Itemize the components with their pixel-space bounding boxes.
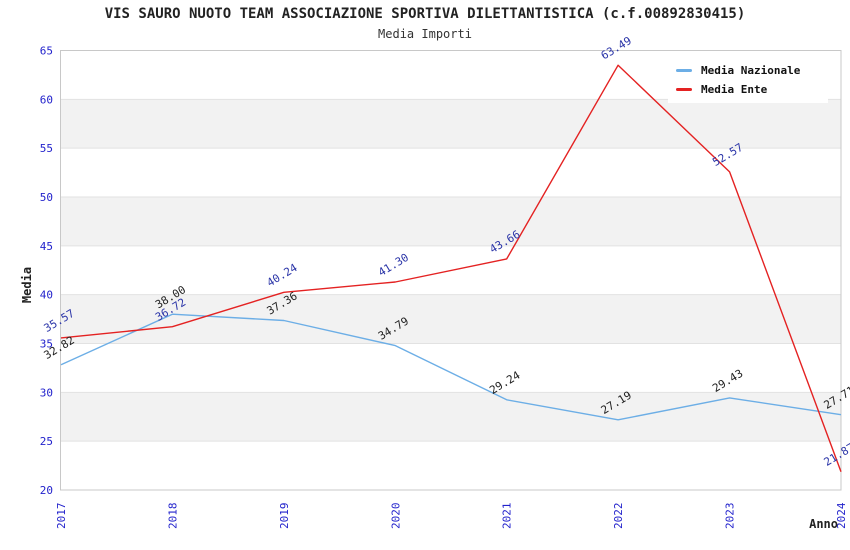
point-label: 41.30 (376, 251, 411, 279)
y-tick-label: 45 (40, 240, 53, 253)
band (60, 197, 841, 246)
y-tick-label: 65 (40, 45, 53, 58)
chart-title: VIS SAURO NUOTO TEAM ASSOCIAZIONE SPORTI… (104, 6, 746, 22)
y-tick-label: 40 (40, 289, 53, 302)
x-tick-label: 2023 (724, 503, 737, 530)
point-label: 63.49 (599, 34, 634, 62)
series-line-media-nazionale (60, 313, 842, 421)
band (60, 392, 841, 442)
y-tick-label: 25 (40, 435, 53, 448)
x-tick-label: 2017 (55, 503, 68, 530)
legend-line-icon (676, 69, 692, 72)
legend: Media Nazionale Media Ente (668, 57, 828, 103)
x-axis-label: Anno (809, 517, 838, 531)
y-tick-label: 35 (40, 338, 53, 351)
y-tick-label: 20 (40, 484, 53, 497)
legend-item-media-ente: Media Ente (676, 80, 822, 99)
legend-line-icon (676, 88, 692, 91)
y-tick-label: 30 (40, 386, 53, 399)
band (60, 99, 841, 149)
x-tick-label: 2022 (612, 503, 625, 530)
y-tick-label: 50 (40, 191, 53, 204)
chart-subtitle: Media Importi (378, 27, 472, 41)
plot-border (60, 50, 842, 491)
x-tick-label: 2021 (501, 503, 514, 530)
y-tick-label: 60 (40, 93, 53, 106)
legend-label: Media Ente (701, 83, 768, 96)
y-tick-label: 55 (40, 142, 53, 155)
point-label: 40.24 (265, 261, 300, 289)
y-axis-label: Media (20, 267, 34, 303)
band (60, 294, 841, 344)
series-line-media-ente (60, 64, 842, 472)
x-tick-label: 2019 (278, 503, 291, 530)
x-tick-label: 2020 (389, 503, 402, 530)
point-label: 29.43 (710, 367, 745, 395)
point-label: 21.87 (822, 441, 850, 469)
legend-label: Media Nazionale (701, 64, 801, 77)
legend-item-media-nazionale: Media Nazionale (676, 61, 822, 80)
x-tick-label: 2018 (166, 503, 179, 530)
x-tick-label: 2024 (835, 502, 848, 529)
